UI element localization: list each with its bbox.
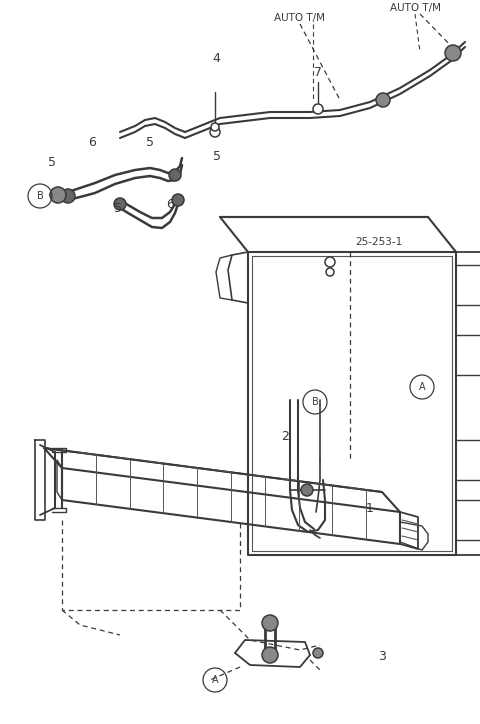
Text: AUTO T/M: AUTO T/M bbox=[391, 3, 442, 13]
Circle shape bbox=[169, 169, 181, 181]
Circle shape bbox=[50, 187, 66, 203]
Circle shape bbox=[262, 647, 278, 663]
Circle shape bbox=[301, 484, 313, 496]
Circle shape bbox=[211, 123, 219, 131]
Circle shape bbox=[376, 93, 390, 107]
Circle shape bbox=[445, 45, 461, 61]
Text: B: B bbox=[312, 397, 318, 407]
Text: 4: 4 bbox=[212, 51, 220, 64]
Circle shape bbox=[262, 615, 278, 631]
Circle shape bbox=[313, 104, 323, 114]
Text: 5: 5 bbox=[114, 201, 122, 214]
Text: A: A bbox=[212, 675, 218, 685]
Circle shape bbox=[325, 257, 335, 267]
Text: 5: 5 bbox=[146, 137, 154, 149]
Circle shape bbox=[61, 189, 75, 203]
Circle shape bbox=[326, 268, 334, 276]
Text: 6: 6 bbox=[166, 198, 174, 211]
Circle shape bbox=[114, 198, 126, 210]
Text: A: A bbox=[419, 382, 425, 392]
Text: 2: 2 bbox=[281, 429, 289, 442]
Circle shape bbox=[313, 648, 323, 658]
Text: AUTO T/M: AUTO T/M bbox=[275, 13, 325, 23]
Text: 25-253-1: 25-253-1 bbox=[355, 237, 402, 247]
Text: 5: 5 bbox=[213, 151, 221, 164]
Text: 7: 7 bbox=[314, 65, 322, 78]
Circle shape bbox=[172, 194, 184, 206]
Text: 6: 6 bbox=[88, 135, 96, 148]
Text: 1: 1 bbox=[366, 502, 374, 515]
Text: 3: 3 bbox=[378, 649, 386, 662]
Text: 5: 5 bbox=[48, 156, 56, 169]
Text: B: B bbox=[36, 191, 43, 201]
Circle shape bbox=[210, 127, 220, 137]
